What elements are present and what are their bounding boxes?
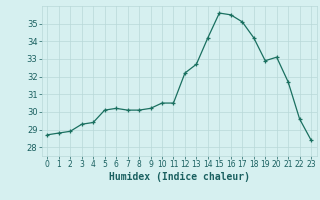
X-axis label: Humidex (Indice chaleur): Humidex (Indice chaleur) bbox=[109, 172, 250, 182]
